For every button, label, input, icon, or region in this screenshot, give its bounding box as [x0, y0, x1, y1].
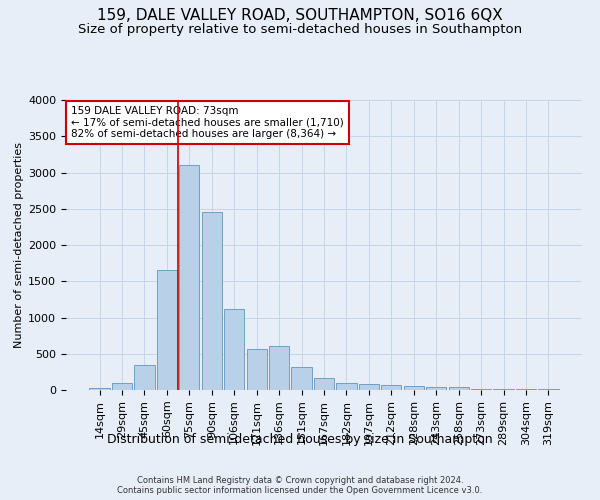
- Bar: [134, 364, 155, 390]
- Text: Contains HM Land Registry data © Crown copyright and database right 2024.
Contai: Contains HM Land Registry data © Crown c…: [118, 476, 482, 495]
- Text: Distribution of semi-detached houses by size in Southampton: Distribution of semi-detached houses by …: [107, 432, 493, 446]
- Bar: [449, 388, 469, 390]
- Bar: [179, 166, 199, 390]
- Bar: [157, 270, 177, 390]
- Bar: [426, 386, 446, 390]
- Bar: [493, 389, 514, 390]
- Bar: [292, 367, 311, 390]
- Text: 159 DALE VALLEY ROAD: 73sqm
← 17% of semi-detached houses are smaller (1,710)
82: 159 DALE VALLEY ROAD: 73sqm ← 17% of sem…: [71, 106, 344, 139]
- Bar: [314, 378, 334, 390]
- Text: Size of property relative to semi-detached houses in Southampton: Size of property relative to semi-detach…: [78, 22, 522, 36]
- Bar: [404, 386, 424, 390]
- Bar: [89, 388, 110, 390]
- Bar: [202, 212, 222, 390]
- Bar: [224, 309, 244, 390]
- Bar: [247, 350, 267, 390]
- Bar: [471, 388, 491, 390]
- Bar: [269, 346, 289, 390]
- Text: 159, DALE VALLEY ROAD, SOUTHAMPTON, SO16 6QX: 159, DALE VALLEY ROAD, SOUTHAMPTON, SO16…: [97, 8, 503, 22]
- Y-axis label: Number of semi-detached properties: Number of semi-detached properties: [14, 142, 24, 348]
- Bar: [381, 385, 401, 390]
- Bar: [359, 384, 379, 390]
- Bar: [337, 383, 356, 390]
- Bar: [112, 384, 132, 390]
